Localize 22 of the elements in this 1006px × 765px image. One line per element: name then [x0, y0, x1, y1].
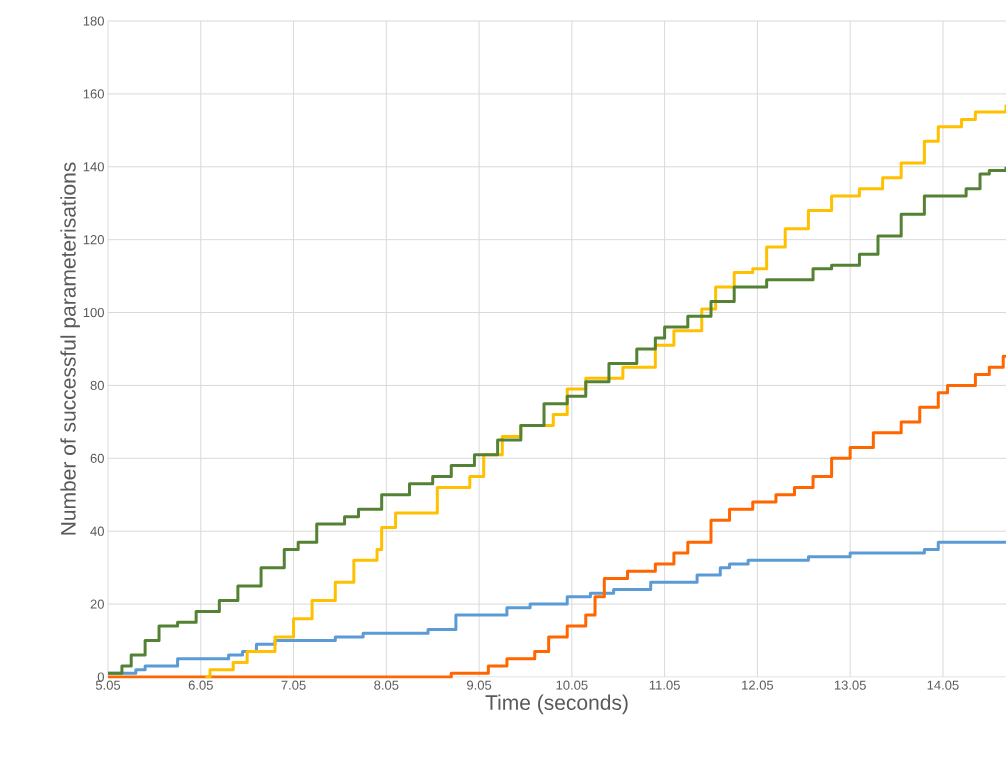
x-tick-label: 6.05	[188, 680, 213, 690]
x-tick-label: 13.05	[834, 680, 866, 690]
x-tick-label: 7.05	[281, 680, 306, 690]
x-tick-label: 10.05	[556, 680, 588, 690]
y-axis-title: Number of successful parameterisations	[60, 162, 80, 535]
x-axis-title: Time (seconds)	[485, 694, 628, 715]
y-tick-label: 160	[83, 89, 104, 99]
y-tick-label: 140	[83, 162, 104, 172]
y-tick-label: 0	[97, 672, 104, 682]
x-tick-label: 5.05	[95, 680, 121, 690]
x-tick-label: 14.05	[927, 680, 959, 690]
y-tick-label: 20	[90, 599, 104, 609]
x-tick-label: 11.05	[649, 680, 680, 690]
y-tick-label: 120	[83, 235, 104, 245]
y-tick-label: 60	[90, 453, 104, 463]
y-tick-label: 40	[90, 526, 104, 536]
y-tick-label: 100	[83, 307, 104, 318]
x-tick-label: 12.05	[742, 680, 774, 690]
y-tick-label: 180	[83, 16, 104, 26]
y-tick-label: 80	[90, 380, 104, 391]
x-tick-label: 8.05	[374, 680, 399, 690]
x-tick-label: 9.05	[467, 680, 492, 690]
